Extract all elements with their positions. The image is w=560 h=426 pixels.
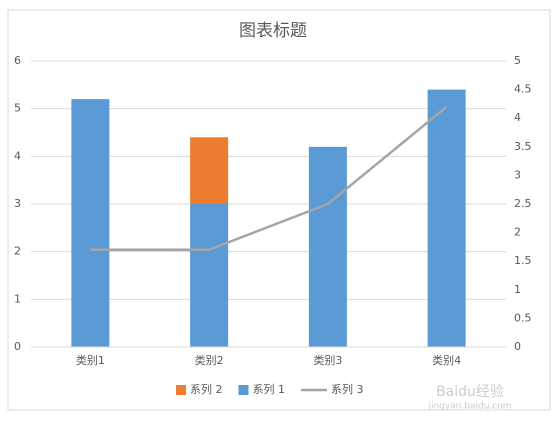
y2-tick-label: 1	[514, 283, 521, 296]
legend-swatch	[176, 385, 186, 395]
y-tick-label: 3	[14, 197, 21, 210]
y2-tick-label: 3.5	[514, 140, 532, 153]
y-tick-label: 6	[14, 54, 21, 67]
watermark: Baidu经验	[436, 384, 504, 400]
x-tick-label: 类别4	[432, 353, 461, 367]
bar	[308, 146, 347, 347]
line	[90, 105, 448, 252]
bar	[190, 204, 229, 347]
y2-tick-label: 0	[514, 340, 521, 353]
legend-label: 系列 3	[331, 382, 364, 396]
y-tick-label: 5	[14, 102, 21, 115]
watermark: jingyan.baidu.com	[427, 402, 511, 412]
bar	[71, 99, 110, 347]
y2-tick-label: 3	[514, 168, 521, 181]
y2-tick-label: 4.5	[514, 83, 532, 96]
x-tick-label: 类别1	[76, 353, 105, 367]
y2-tick-label: 5	[514, 54, 521, 67]
bar	[190, 137, 229, 204]
x-tick-label: 类别3	[313, 353, 342, 367]
y2-tick-label: 2.5	[514, 197, 532, 210]
legend-label: 系列 2	[190, 382, 223, 396]
y-tick-label: 4	[14, 149, 21, 162]
y-tick-label: 0	[14, 340, 21, 353]
y-tick-label: 2	[14, 245, 21, 258]
y2-tick-label: 4	[514, 111, 521, 124]
chart-title: 图表标题	[239, 21, 307, 41]
x-tick-label: 类别2	[195, 353, 224, 367]
y-tick-label: 1	[14, 292, 21, 305]
legend-label: 系列 1	[253, 382, 286, 396]
bar	[427, 89, 466, 347]
y2-tick-label: 2	[514, 226, 521, 239]
y2-tick-label: 0.5	[514, 311, 532, 324]
legend-swatch	[238, 385, 249, 395]
y2-tick-label: 1.5	[514, 254, 532, 267]
